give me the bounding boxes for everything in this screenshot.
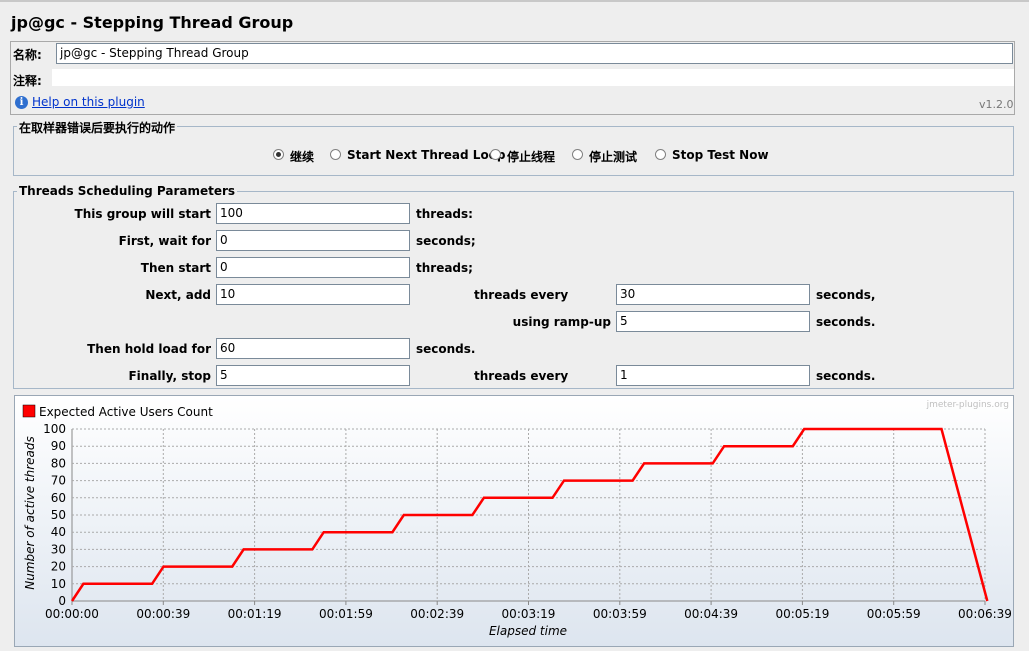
comment-field[interactable]	[52, 69, 1014, 86]
start-threads-unit: threads:	[416, 207, 473, 221]
comment-label: 注释:	[13, 74, 42, 88]
x-tick-label: 00:00:39	[136, 607, 190, 621]
y-tick-label: 70	[51, 474, 66, 488]
threads-chart: Expected Active Users Count jmeter-plugi…	[15, 396, 1013, 646]
x-tick-label: 00:00:00	[45, 607, 99, 621]
next-add-label: Next, add	[145, 288, 211, 302]
radio-start-next-loop[interactable]	[330, 149, 341, 160]
hold-load-unit: seconds.	[416, 342, 476, 356]
y-tick-label: 0	[58, 594, 66, 608]
rampup-field[interactable]: 5	[616, 311, 810, 332]
x-tick-label: 00:05:19	[775, 607, 829, 621]
threads-every-unit: seconds,	[816, 288, 876, 302]
page-title: jp@gc - Stepping Thread Group	[11, 13, 294, 32]
watermark: jmeter-plugins.org	[926, 400, 1009, 410]
y-tick-label: 100	[43, 422, 66, 436]
x-tick-label: 00:04:39	[684, 607, 738, 621]
radio-continue-label[interactable]: 继续	[290, 150, 315, 164]
initial-delay-label: First, wait for	[118, 234, 211, 248]
window-top-border	[0, 0, 1029, 2]
error-action-group	[13, 126, 1014, 176]
start-threads-field[interactable]: 100	[216, 203, 410, 224]
rampup-label: using ramp-up	[512, 315, 611, 329]
y-tick-label: 80	[51, 456, 66, 470]
chart-background	[15, 396, 1013, 646]
radio-stop-test-now[interactable]	[655, 149, 666, 160]
name-field[interactable]: jp@gc - Stepping Thread Group	[56, 43, 1013, 64]
help-link[interactable]: Help on this plugin	[32, 95, 145, 109]
radio-stop-thread-label[interactable]: 停止线程	[507, 150, 556, 164]
initial-delay-field[interactable]: 0	[216, 230, 410, 251]
then-start-unit: threads;	[416, 261, 473, 275]
name-label: 名称:	[13, 48, 42, 62]
scheduling-group	[13, 191, 1014, 389]
x-tick-label: 00:06:39	[958, 607, 1012, 621]
info-icon: i	[15, 96, 28, 109]
y-axis-label: Number of active threads	[23, 436, 37, 590]
stop-every-field[interactable]: 1	[616, 365, 810, 386]
threads-every-label: threads every	[474, 288, 569, 302]
radio-stop-test[interactable]	[572, 149, 583, 160]
legend-entry: Expected Active Users Count	[39, 405, 213, 419]
stop-every-unit: seconds.	[816, 369, 876, 383]
x-tick-label: 00:01:59	[319, 607, 373, 621]
threads-every-field[interactable]: 30	[616, 284, 810, 305]
error-action-legend: 在取样器错误后要执行的动作	[17, 119, 178, 136]
version-label: v1.2.0	[979, 98, 1014, 111]
radio-stop-thread[interactable]	[490, 149, 501, 160]
x-tick-label: 00:03:59	[593, 607, 647, 621]
radio-start-next-loop-label[interactable]: Start Next Thread Loop	[347, 148, 506, 162]
stop-threads-every-label: threads every	[474, 369, 569, 383]
x-tick-label: 00:03:19	[502, 607, 556, 621]
start-threads-label: This group will start	[74, 207, 211, 221]
y-tick-label: 40	[51, 525, 66, 539]
y-tick-label: 10	[51, 577, 66, 591]
finally-stop-field[interactable]: 5	[216, 365, 410, 386]
next-add-field[interactable]: 10	[216, 284, 410, 305]
y-tick-label: 20	[51, 560, 66, 574]
legend-swatch	[22, 404, 36, 418]
scheduling-legend: Threads Scheduling Parameters	[17, 184, 238, 198]
x-tick-label: 00:02:39	[410, 607, 464, 621]
then-start-field[interactable]: 0	[216, 257, 410, 278]
x-tick-label: 00:01:19	[228, 607, 282, 621]
radio-continue[interactable]	[273, 149, 284, 160]
x-axis-label: Elapsed time	[489, 624, 567, 638]
y-tick-label: 50	[51, 508, 66, 522]
radio-stop-test-label[interactable]: 停止测试	[589, 150, 638, 164]
then-start-label: Then start	[140, 261, 211, 275]
y-tick-label: 30	[51, 542, 66, 556]
initial-delay-unit: seconds;	[416, 234, 476, 248]
x-tick-label: 00:05:59	[867, 607, 921, 621]
hold-load-field[interactable]: 60	[216, 338, 410, 359]
y-tick-label: 60	[51, 491, 66, 505]
chart-panel: Expected Active Users Count jmeter-plugi…	[14, 395, 1014, 647]
finally-stop-label: Finally, stop	[128, 369, 211, 383]
radio-stop-test-now-label[interactable]: Stop Test Now	[672, 148, 769, 162]
y-tick-label: 90	[51, 439, 66, 453]
hold-load-label: Then hold load for	[87, 342, 211, 356]
rampup-unit: seconds.	[816, 315, 876, 329]
series-line-expected-users	[70, 427, 989, 602]
